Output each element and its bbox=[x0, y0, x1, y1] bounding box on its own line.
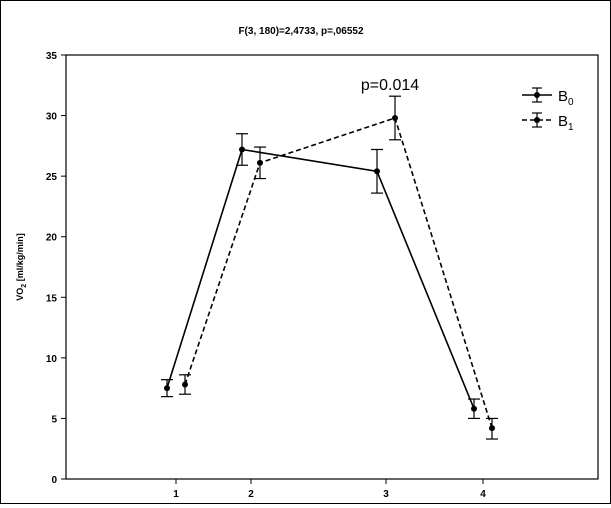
series-line bbox=[166, 148, 475, 410]
x-tick-label: 2 bbox=[248, 489, 254, 500]
legend-swatch-marker bbox=[534, 92, 540, 98]
series-B0 bbox=[161, 133, 480, 420]
data-point bbox=[392, 114, 398, 121]
data-point bbox=[374, 168, 380, 175]
legend-item-B0: B0 bbox=[522, 87, 574, 108]
y-axis-label: VO2 [ml/kg/min] bbox=[15, 233, 28, 300]
series-layer bbox=[161, 95, 498, 440]
annotation-p-value: p=0.014 bbox=[361, 77, 419, 94]
legend-label: B1 bbox=[558, 113, 574, 133]
y-tick-label: 30 bbox=[46, 112, 58, 123]
legend-swatch-marker bbox=[534, 117, 540, 123]
x-tick-label: 1 bbox=[173, 489, 179, 500]
x-axis: 1 2 3 4 bbox=[173, 479, 486, 500]
plot-area bbox=[65, 54, 599, 480]
y-tick-label: 0 bbox=[51, 475, 57, 486]
data-point bbox=[182, 381, 188, 388]
data-point bbox=[239, 146, 245, 153]
y-tick-label: 35 bbox=[46, 51, 58, 62]
data-point bbox=[471, 405, 477, 412]
legend-item-B1: B1 bbox=[522, 112, 574, 133]
y-tick-label: 25 bbox=[46, 172, 58, 183]
x-tick-label: 3 bbox=[383, 489, 389, 500]
y-tick-label: 10 bbox=[46, 354, 58, 365]
data-point bbox=[164, 385, 170, 392]
x-tick-label: 4 bbox=[480, 489, 486, 500]
y-tick-label: 15 bbox=[46, 293, 58, 304]
series-line bbox=[184, 116, 493, 429]
y-tick-label: 5 bbox=[51, 414, 57, 425]
data-point bbox=[257, 159, 263, 166]
series-B1 bbox=[179, 95, 498, 440]
y-tick-label: 20 bbox=[46, 233, 58, 244]
data-point bbox=[489, 425, 495, 432]
chart-title: F(3, 180)=2,4733, p=,06552 bbox=[238, 26, 364, 37]
y-axis: 0 5 10 15 20 25 30 35 bbox=[46, 51, 66, 486]
legend-label: B0 bbox=[558, 88, 574, 108]
